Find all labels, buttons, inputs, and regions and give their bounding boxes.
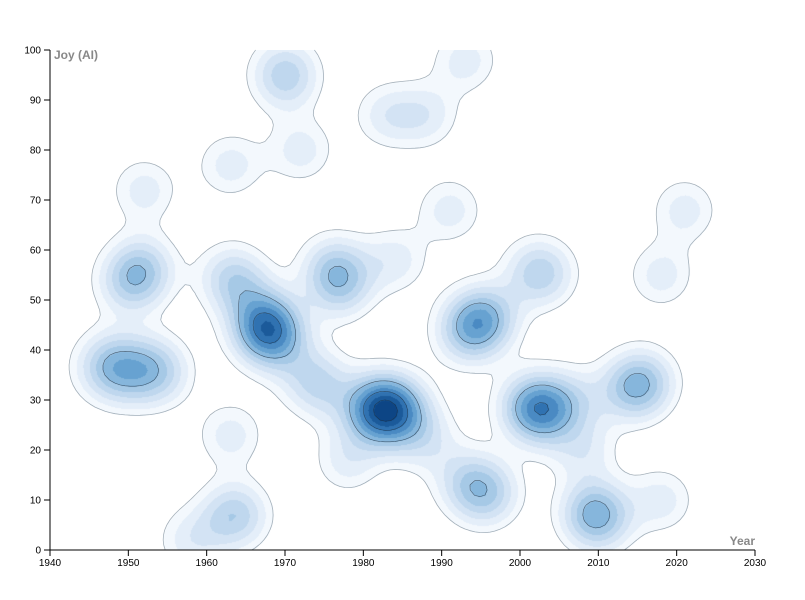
y-tick-label: 0 [35, 546, 41, 557]
y-tick-label: 30 [30, 396, 42, 407]
x-tick-label: 2000 [509, 558, 532, 569]
y-axis: 0 10 20 30 40 50 60 70 80 90 100 [24, 46, 51, 557]
y-axis-title: Joy (AI) [54, 48, 98, 62]
contour-line [68, 49, 713, 551]
y-tick-label: 60 [30, 246, 42, 257]
x-tick-label: 1960 [196, 558, 219, 569]
x-tick-label: 1970 [274, 558, 297, 569]
y-tick-label: 20 [30, 446, 42, 457]
y-tick-label: 80 [30, 146, 42, 157]
y-tick-label: 40 [30, 346, 42, 357]
x-tick-label: 1950 [117, 558, 140, 569]
x-tick-label: 1940 [39, 558, 62, 569]
contour-line [373, 399, 398, 422]
density-fill [50, 50, 755, 550]
x-axis-title: Year [730, 534, 756, 548]
x-axis: 1940 1950 1960 1970 1980 1990 2000 2010 2020 2030 [39, 549, 767, 569]
x-tick-label: 1990 [431, 558, 454, 569]
y-tick-label: 10 [30, 496, 42, 507]
contour-line [102, 265, 650, 529]
density-contours [50, 49, 755, 551]
y-tick-label: 50 [30, 296, 42, 307]
x-tick-label: 2010 [587, 558, 610, 569]
contour-line [252, 312, 549, 431]
x-tick-label: 2030 [744, 558, 767, 569]
y-tick-label: 70 [30, 196, 42, 207]
y-tick-label: 90 [30, 96, 42, 107]
x-tick-label: 2020 [666, 558, 689, 569]
x-tick-label: 1980 [352, 558, 375, 569]
y-tick-label: 100 [24, 46, 41, 57]
